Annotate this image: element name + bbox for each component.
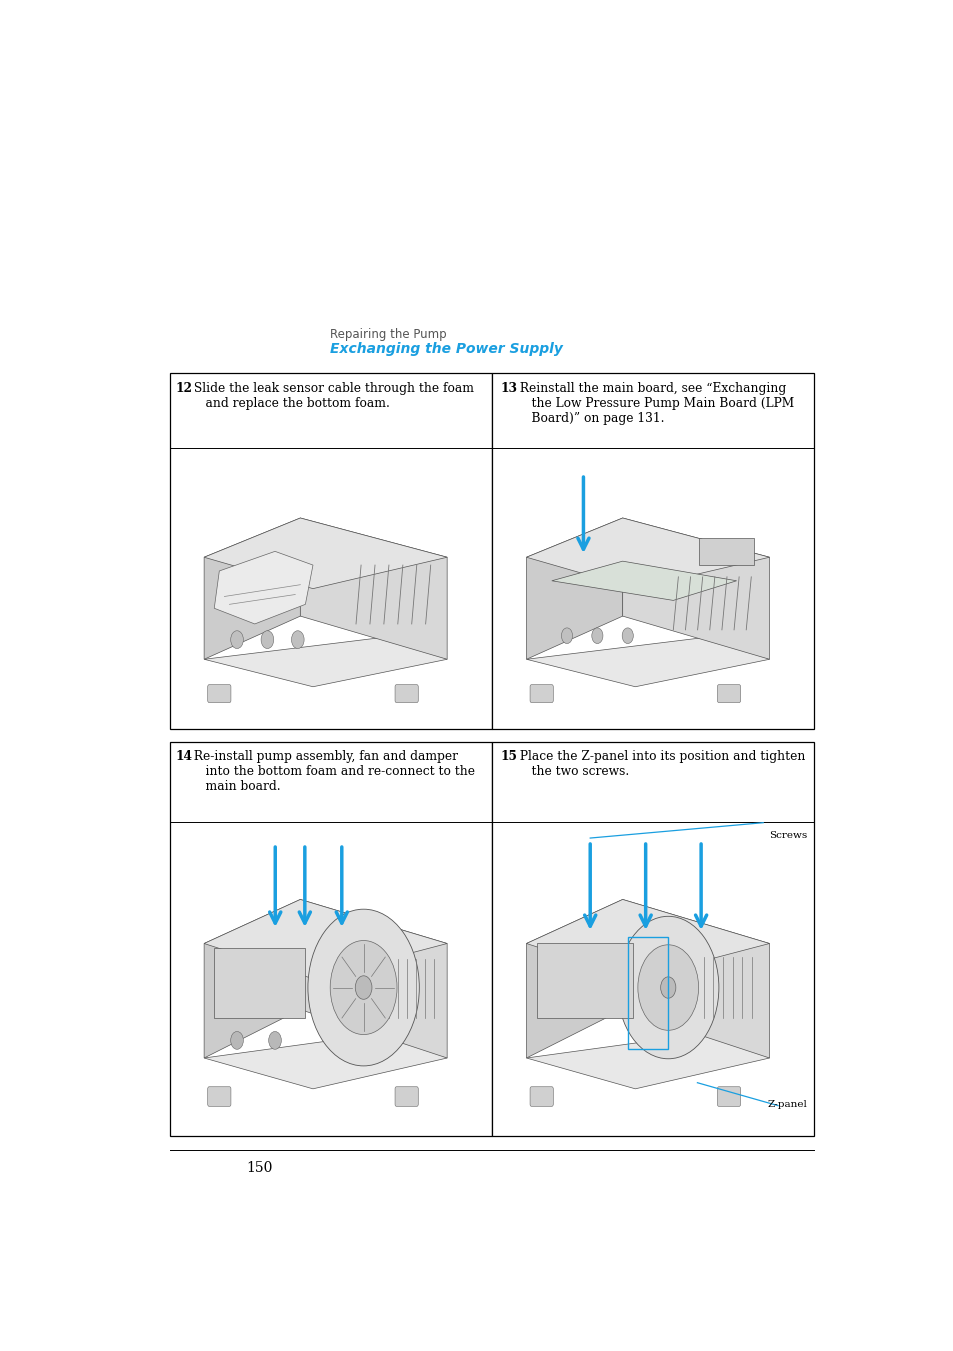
FancyBboxPatch shape xyxy=(395,685,417,703)
FancyBboxPatch shape xyxy=(717,1086,740,1106)
Polygon shape xyxy=(300,900,447,1058)
Text: 14: 14 xyxy=(175,750,193,763)
FancyBboxPatch shape xyxy=(530,685,553,703)
Polygon shape xyxy=(551,561,736,600)
Polygon shape xyxy=(526,900,622,1058)
Circle shape xyxy=(560,628,572,643)
Circle shape xyxy=(621,628,633,643)
FancyBboxPatch shape xyxy=(395,1086,417,1106)
Circle shape xyxy=(617,916,719,1059)
Circle shape xyxy=(261,631,274,648)
FancyBboxPatch shape xyxy=(208,685,231,703)
FancyBboxPatch shape xyxy=(717,685,740,703)
Polygon shape xyxy=(526,517,769,589)
Polygon shape xyxy=(204,517,300,659)
Circle shape xyxy=(355,975,372,1000)
Circle shape xyxy=(308,909,419,1066)
Polygon shape xyxy=(526,517,622,659)
Text: 150: 150 xyxy=(246,1161,273,1175)
Polygon shape xyxy=(526,1032,769,1089)
Circle shape xyxy=(292,631,304,648)
Text: Re-install pump assembly, fan and damper
    into the bottom foam and re-connect: Re-install pump assembly, fan and damper… xyxy=(190,750,475,793)
Polygon shape xyxy=(300,517,447,659)
Text: Exchanging the Power Supply: Exchanging the Power Supply xyxy=(330,342,562,355)
Text: Place the Z-panel into its position and tighten
    the two screws.: Place the Z-panel into its position and … xyxy=(515,750,804,778)
Text: 13: 13 xyxy=(500,381,517,394)
Circle shape xyxy=(591,628,602,643)
Bar xyxy=(170,742,492,1136)
Polygon shape xyxy=(622,517,769,659)
Polygon shape xyxy=(204,636,447,686)
Circle shape xyxy=(269,1031,281,1050)
Circle shape xyxy=(330,940,396,1035)
Polygon shape xyxy=(698,538,754,565)
Polygon shape xyxy=(204,517,447,589)
Polygon shape xyxy=(214,948,305,1019)
Circle shape xyxy=(660,977,675,998)
Circle shape xyxy=(231,1031,243,1050)
Text: Screws: Screws xyxy=(768,831,807,840)
Polygon shape xyxy=(204,900,300,1058)
Bar xyxy=(492,742,813,1136)
FancyBboxPatch shape xyxy=(208,1086,231,1106)
Polygon shape xyxy=(526,636,769,686)
Text: Repairing the Pump: Repairing the Pump xyxy=(330,328,446,340)
Polygon shape xyxy=(526,900,769,978)
Text: 15: 15 xyxy=(500,750,517,763)
FancyBboxPatch shape xyxy=(530,1086,553,1106)
Text: 12: 12 xyxy=(175,381,193,394)
Polygon shape xyxy=(536,943,632,1019)
Polygon shape xyxy=(204,1032,447,1089)
Polygon shape xyxy=(622,900,769,1058)
Text: Reinstall the main board, see “Exchanging
    the Low Pressure Pump Main Board (: Reinstall the main board, see “Exchangin… xyxy=(515,381,793,424)
Circle shape xyxy=(231,631,243,648)
Text: Z-panel: Z-panel xyxy=(767,1100,807,1109)
Polygon shape xyxy=(204,900,447,978)
Bar xyxy=(492,373,813,730)
Circle shape xyxy=(638,944,698,1031)
Bar xyxy=(627,936,667,1050)
Polygon shape xyxy=(214,551,313,624)
Bar xyxy=(170,373,492,730)
Text: Slide the leak sensor cable through the foam
    and replace the bottom foam.: Slide the leak sensor cable through the … xyxy=(190,381,474,409)
